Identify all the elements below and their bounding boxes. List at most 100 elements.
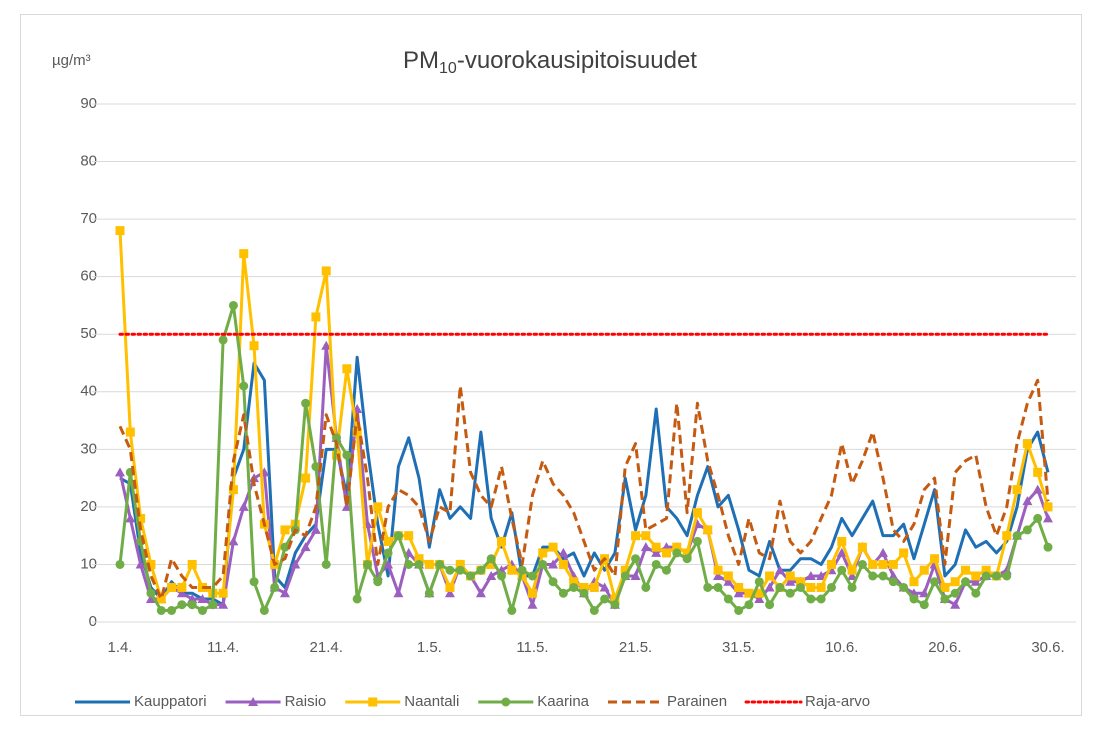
point-marker [950,599,961,609]
x-tick-label: 1.5. [417,639,442,656]
y-tick-label: 50 [80,325,97,342]
point-marker [847,570,858,580]
point-marker [579,588,589,598]
point-marker [176,588,187,598]
point-marker [507,565,517,575]
point-marker [599,582,610,592]
point-marker [620,565,630,575]
point-marker [919,600,929,610]
point-marker [218,335,228,345]
point-marker [501,697,511,707]
point-marker [486,554,496,564]
point-marker [1043,513,1053,523]
point-marker [187,559,197,569]
point-marker [868,559,878,569]
point-marker [641,582,651,592]
point-marker [486,570,497,580]
point-marker [765,600,775,610]
point-marker [971,588,981,598]
point-marker [970,576,981,586]
point-marker [167,605,177,615]
x-tick-label: 30.6. [1031,639,1064,656]
point-marker [321,559,331,569]
point-marker [816,570,827,580]
point-marker [1002,571,1012,581]
point-marker [145,593,156,603]
point-marker [651,542,661,552]
point-marker [1012,531,1022,541]
legend-item: Kaarina [478,693,590,710]
point-marker [538,559,548,569]
point-marker [703,525,713,535]
point-marker [177,600,187,610]
point-marker [1022,439,1032,449]
point-marker [734,605,744,615]
point-marker [393,588,404,598]
point-marker [1022,496,1033,506]
point-marker [569,577,579,587]
point-marker [868,571,878,581]
point-marker [878,547,889,557]
point-marker [538,548,548,558]
point-marker [352,594,362,604]
point-marker [672,548,682,558]
point-marker [368,697,378,707]
y-tick-label: 30 [80,440,97,457]
point-marker [228,536,239,546]
series-line [118,378,1050,601]
title-subscript: 10 [439,60,457,77]
point-marker [640,542,651,552]
point-marker [548,542,558,552]
point-marker [589,605,599,615]
point-marker [641,531,651,541]
point-marker [444,588,455,598]
point-marker [600,594,610,604]
chart-frame [20,14,1082,716]
point-marker [631,554,641,564]
point-marker [239,249,249,259]
point-marker [909,594,919,604]
point-marker [1022,525,1032,535]
point-marker [847,582,857,592]
point-marker [527,571,537,581]
point-marker [208,600,218,610]
point-marker [723,576,734,586]
point-marker [754,577,764,587]
point-marker [620,571,630,581]
y-tick-label: 60 [80,268,97,285]
point-marker [837,536,847,546]
point-marker [764,582,775,592]
x-tick-label: 20.6. [928,639,961,656]
point-marker [744,588,754,598]
point-marker [249,577,259,587]
point-marker [888,570,899,580]
point-marker [517,565,527,575]
point-marker [919,588,930,598]
point-marker [589,582,599,592]
point-marker [548,577,558,587]
point-marker [125,513,136,523]
point-marker [311,462,321,472]
point-marker [270,582,280,592]
point-marker [796,577,806,587]
point-marker [909,577,919,587]
point-marker [847,565,857,575]
point-marker [238,501,249,511]
point-marker [187,600,197,610]
point-marker [774,565,785,575]
point-marker [569,582,579,592]
point-marker [373,502,383,512]
legend-item: Parainen [608,693,727,710]
point-marker [713,570,724,580]
point-marker [682,548,692,558]
point-marker [1033,513,1043,523]
point-marker [733,588,744,598]
point-marker [1002,531,1012,541]
point-marker [899,582,909,592]
point-marker [228,485,238,495]
point-marker [672,542,682,552]
point-marker [950,588,960,598]
legend-label: Kaarina [537,693,589,710]
point-marker [806,582,816,592]
